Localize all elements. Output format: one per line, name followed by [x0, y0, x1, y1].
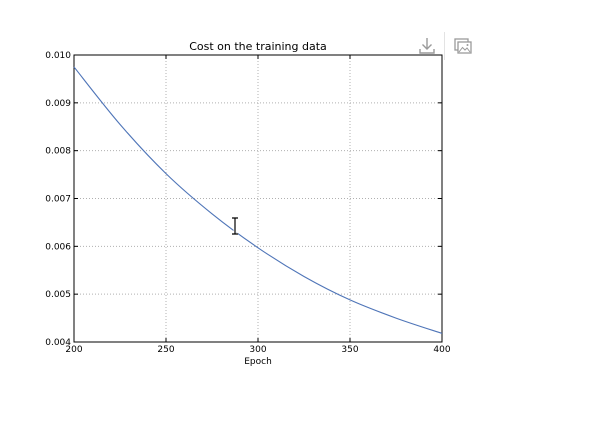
chart-title: Cost on the training data — [189, 40, 327, 53]
y-tick-label: 0.010 — [45, 51, 71, 61]
download-button[interactable] — [412, 30, 442, 62]
x-axis-label: Epoch — [244, 357, 272, 367]
y-tick-label: 0.007 — [45, 195, 71, 205]
copy-image-icon — [454, 38, 472, 54]
copy-image-button[interactable] — [449, 30, 479, 62]
y-tick-label: 0.004 — [45, 338, 71, 348]
y-tick-label: 0.009 — [45, 99, 71, 109]
series-group — [73, 66, 443, 334]
series-line-0 — [73, 66, 443, 334]
axis-ticks: 200 250 300 350 400 0.004 0.005 0.006 0.007 0.008… — [45, 51, 451, 355]
toolbar-separator — [444, 32, 445, 60]
x-tick-label: 350 — [341, 345, 358, 355]
x-tick-label: 250 — [157, 345, 174, 355]
text-cursor-icon — [230, 216, 240, 236]
y-tick-label: 0.008 — [45, 147, 71, 157]
y-tick-label: 0.005 — [45, 290, 71, 300]
x-tick-label: 400 — [433, 345, 450, 355]
y-tick-label: 0.006 — [45, 242, 71, 252]
x-tick-label: 300 — [249, 345, 266, 355]
plot-toolbar — [410, 30, 480, 64]
download-icon — [419, 38, 435, 54]
grid — [74, 55, 442, 342]
x-tick-label: 200 — [65, 345, 82, 355]
